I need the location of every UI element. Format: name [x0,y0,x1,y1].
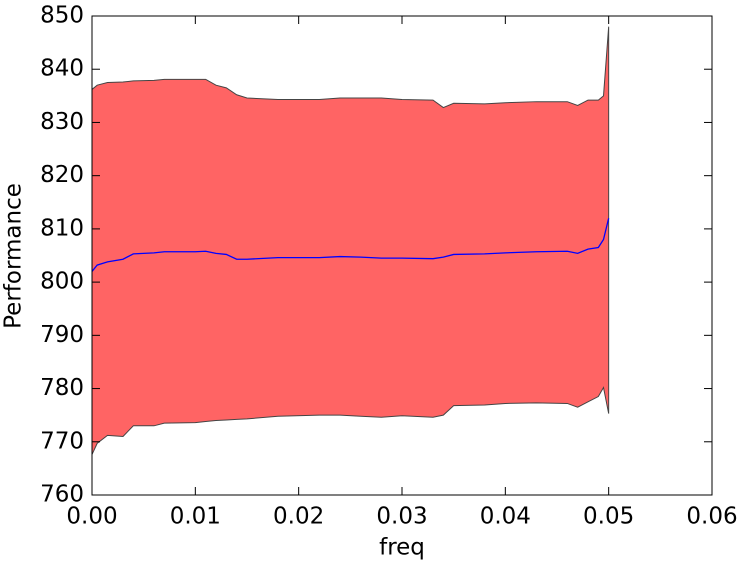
x-tick-label: 0.02 [273,504,324,530]
x-tick-label: 0.05 [583,504,634,530]
y-tick-label: 770 [40,428,84,454]
band [91,26,610,455]
mean-line [91,218,610,272]
y-tick-label: 780 [40,375,84,401]
plot-frame [91,15,713,496]
y-tick-label: 800 [40,269,84,295]
x-axis-label: freq [379,535,425,561]
y-tick-label: 850 [40,3,84,29]
y-tick-label: 790 [40,322,84,348]
y-tick-label: 810 [40,215,84,241]
x-tick-label: 0.00 [66,504,117,530]
x-tick-label: 0.01 [170,504,221,530]
y-tick-label: 840 [40,56,84,82]
y-tick-label: 760 [40,482,84,508]
y-axis-label: Performance [1,183,27,329]
x-tick-label: 0.04 [480,504,531,530]
y-tick-label: 820 [40,162,84,188]
x-tick-label: 0.06 [686,504,737,530]
x-tick-label: 0.03 [376,504,427,530]
y-tick-label: 830 [40,109,84,135]
